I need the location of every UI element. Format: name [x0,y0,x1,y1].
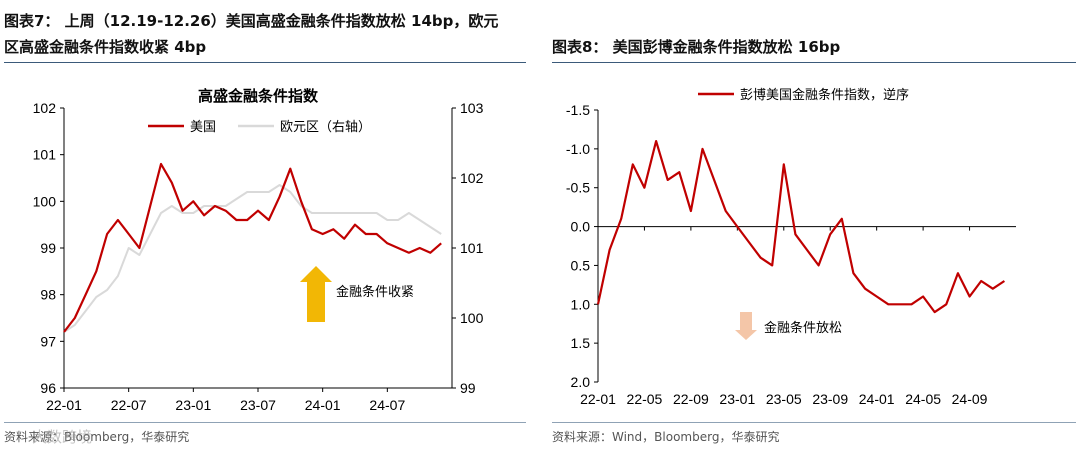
bloomberg-fci-chart: -1.5 -1.0 -0.5 0.0 0.5 1.0 1.5 2.022-01 22-05 22-… [566,87,1016,407]
watermark-text: 大数跨境 [32,428,93,446]
x-tick-label: 23-09 [812,391,848,407]
x-tick-label: 23-07 [240,397,276,413]
legend-label-0: 美国 [190,120,216,135]
right-title-rule [552,62,1076,63]
left-y-tick-label: 101 [33,147,57,163]
y-tick-label: -1.5 [566,102,590,118]
easing-arrow [735,312,757,340]
y-tick-label: 0.0 [571,219,591,235]
x-tick-label: 24-01 [305,397,341,413]
left-figure-title-line1: 图表7： 上周（12.19-12.26）美国高盛金融条件指数放松 14bp，欧元 [4,12,499,30]
left-y-tick-label: 100 [33,193,57,209]
x-tick-label: 22-01 [580,391,616,407]
y-tick-label: -1.0 [566,141,590,157]
annotation-text: 金融条件放松 [764,320,842,336]
annotation-text: 金融条件收紧 [336,284,414,300]
series-line-bloomberg [596,139,1006,314]
x-tick-label: 24-05 [905,391,941,407]
y-tick-label: 0.5 [571,257,591,273]
right-source-note: 资料来源：Wind，Bloomberg，华泰研究 [552,430,780,444]
left-y-tick-label: 98 [40,287,56,303]
x-tick-label: 24-01 [859,391,895,407]
x-tick-label: 23-05 [766,391,802,407]
right-y-tick-label: 100 [460,310,484,326]
left-y-tick-label: 99 [40,240,56,256]
x-tick-label: 24-07 [369,397,405,413]
legend-label: 彭博美国金融条件指数，逆序 [740,87,909,103]
y-tick-label: 1.5 [571,335,591,351]
y-tick-label: -0.5 [566,180,590,196]
x-tick-label: 22-01 [46,397,82,413]
left-bottom-rule [4,422,526,423]
right-y-tick-label: 103 [460,100,484,116]
right-y-tick-label: 101 [460,240,484,256]
x-tick-label: 22-07 [111,397,147,413]
left-y-tick-label: 96 [40,380,56,396]
left-title-rule [4,62,526,63]
y-tick-label: 2.0 [571,374,591,390]
left-source-note: 资料来源：Bloomberg，华泰研究 [4,430,190,444]
chart-title: 高盛金融条件指数 [198,87,319,105]
series-line-us [63,162,442,333]
x-tick-label: 23-01 [175,397,211,413]
y-tick-label: 1.0 [571,296,591,312]
series-line-eurozone [63,184,442,333]
left-figure-title-line2: 区高盛金融条件指数收紧 4bp [4,38,207,56]
right-y-tick-label: 99 [460,380,476,396]
left-y-tick-label: 97 [40,333,56,349]
x-tick-label: 22-09 [673,391,709,407]
right-figure-title: 图表8： 美国彭博金融条件指数放松 16bp [552,38,841,56]
gs-fci-chart: 高盛金融条件指数 96 97 98 99 100 101 102 99 100 101 102 103 2… [33,87,484,413]
x-tick-label: 23-01 [719,391,755,407]
x-tick-label: 22-05 [627,391,663,407]
right-bottom-rule [552,422,1076,423]
left-y-tick-label: 102 [33,100,57,116]
right-y-tick-label: 102 [460,170,484,186]
x-tick-label: 24-09 [952,391,988,407]
tightening-arrow [300,266,332,322]
legend-label-1: 欧元区（右轴） [280,120,371,135]
